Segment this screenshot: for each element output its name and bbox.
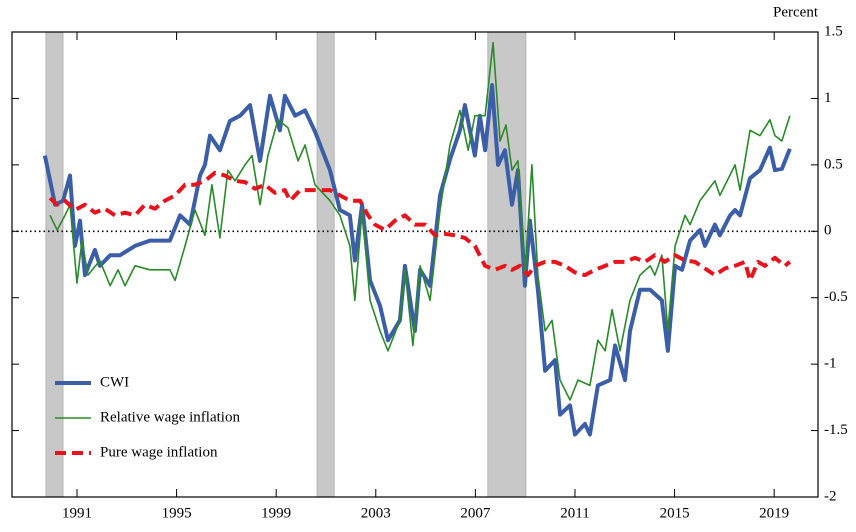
series-line [42, 83, 792, 437]
legend-label: Relative wage inflation [100, 409, 240, 425]
x-tick-label: 2015 [660, 505, 690, 521]
legend-label: CWI [100, 374, 129, 390]
y-tick-label: 0.5 [824, 156, 843, 172]
x-tick-label: 1991 [62, 505, 92, 521]
y-tick-label: -0.5 [824, 289, 848, 305]
x-tick-label: 2011 [560, 505, 589, 521]
y-axis-label: Percent [773, 4, 819, 20]
x-tick-label: 2007 [460, 505, 491, 521]
legend-label: Pure wage inflation [100, 444, 218, 460]
series-line [49, 41, 791, 401]
y-tick-label: -1.5 [824, 422, 848, 438]
series-line [48, 170, 792, 283]
x-tick-label: 1999 [261, 505, 291, 521]
y-tick-label: 1.5 [824, 23, 843, 39]
plot-frame [11, 31, 819, 498]
x-tick-label: 2019 [759, 505, 789, 521]
y-tick-label: 1 [824, 90, 832, 106]
y-tick-label: 0 [824, 223, 832, 239]
recession-band [316, 31, 335, 498]
x-tick-label: 2003 [361, 505, 391, 521]
x-tick-label: 1995 [162, 505, 192, 521]
recession-band [45, 31, 64, 498]
y-tick-label: -1 [824, 356, 837, 372]
y-tick-label: -2 [824, 488, 837, 504]
